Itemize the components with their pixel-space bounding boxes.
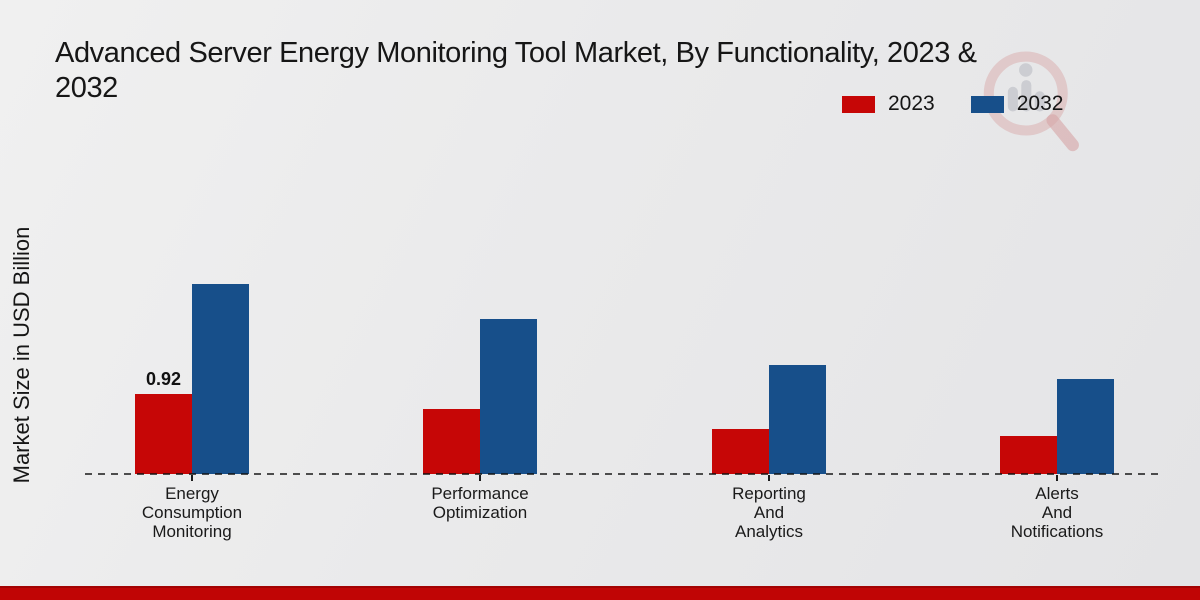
x-axis-tick-0	[191, 475, 193, 481]
category-label-3: Alerts And Notifications	[1010, 484, 1104, 542]
legend-item-2032: 2032	[970, 92, 1064, 116]
legend-swatch-2032	[970, 95, 1004, 113]
bar-value-label-2023-0: 0.92	[145, 369, 182, 389]
category-label-1: Performance Optimization	[431, 484, 529, 523]
legend: 2023 2032	[842, 92, 1063, 116]
legend-swatch-2023	[842, 95, 875, 113]
x-axis-baseline	[85, 473, 1163, 475]
bar-2032-category-1	[480, 319, 537, 474]
category-label-2: Reporting And Analytics	[732, 484, 806, 542]
chart-title: Advanced Server Energy Monitoring Tool M…	[55, 37, 977, 105]
bar-2032-category-0	[192, 284, 249, 474]
bar-2023-category-2	[712, 429, 769, 474]
x-axis-tick-2	[768, 475, 770, 481]
legend-label-2023: 2023	[888, 92, 935, 115]
bottom-red-strip	[0, 586, 1200, 600]
magnifier-bar-chart-logo-icon	[983, 51, 1079, 152]
x-axis-tick-1	[479, 475, 481, 481]
x-axis-tick-3	[1056, 475, 1058, 481]
category-label-0: Energy Consumption Monitoring	[141, 484, 243, 542]
bar-2023-category-0	[135, 394, 192, 474]
legend-label-2032: 2032	[1016, 92, 1064, 115]
legend-item-2023: 2023	[842, 92, 935, 116]
bar-2032-category-3	[1057, 379, 1114, 474]
bar-2032-category-2	[769, 365, 826, 474]
bar-2023-category-3	[1000, 436, 1057, 474]
bar-2023-category-1	[423, 409, 480, 474]
